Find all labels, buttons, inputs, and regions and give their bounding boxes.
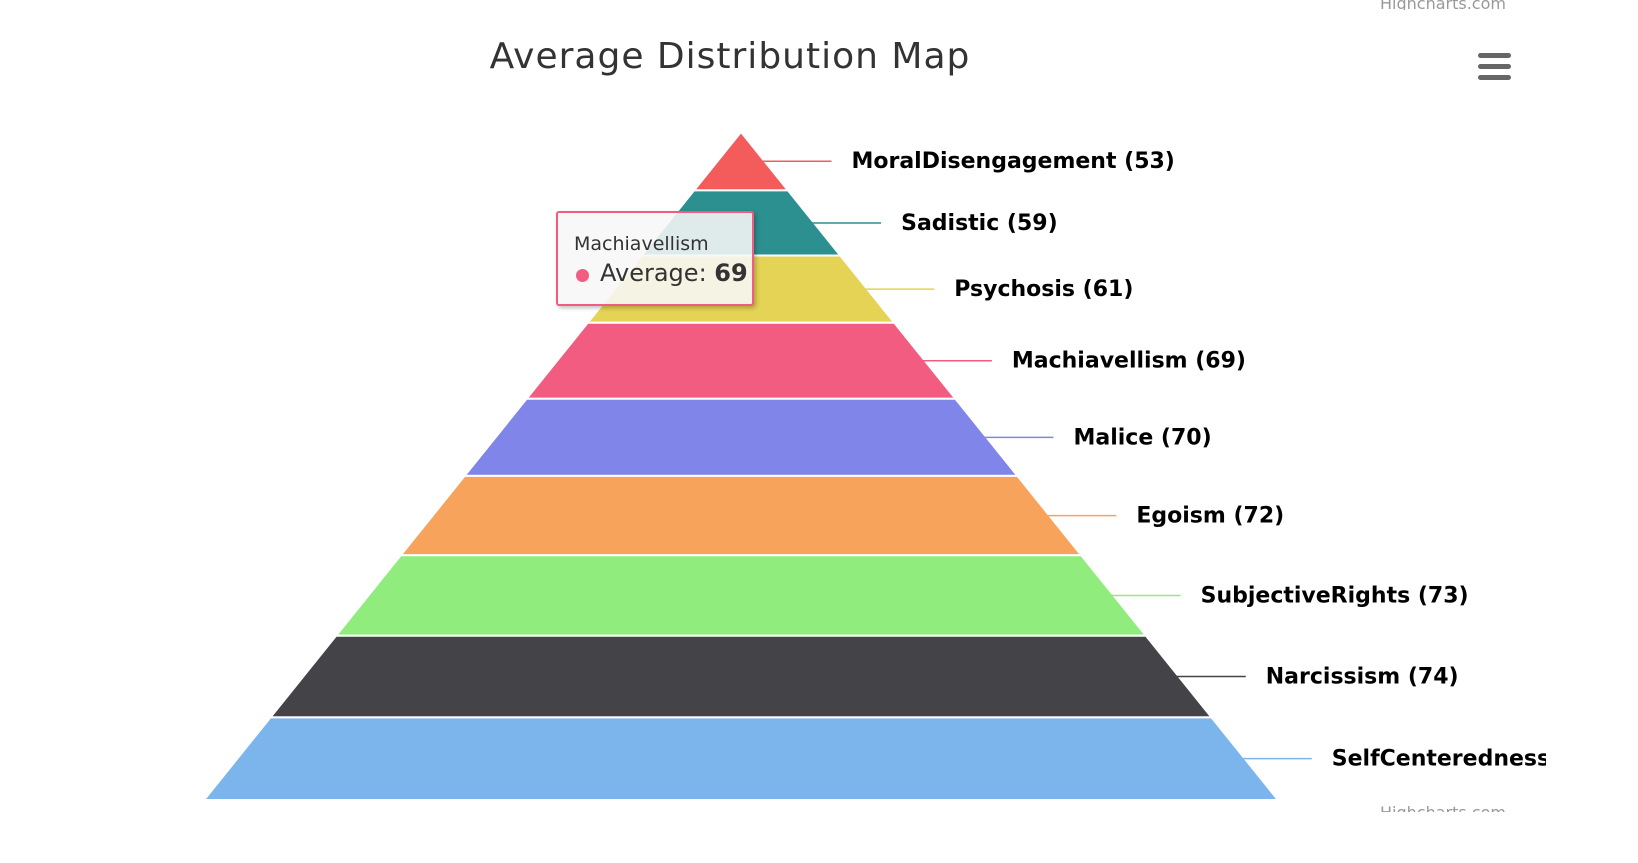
highcharts-credit-top[interactable]: Highcharts.com (1380, 0, 1506, 10)
data-label-selfcenteredness: SelfCenteredness (75) (1332, 747, 1609, 772)
chart-title: Average Distribution Map (489, 36, 971, 77)
hamburger-menu-icon[interactable] (1474, 50, 1514, 84)
data-label-machiavellism: Machiavellism (69) (1012, 349, 1246, 374)
pyramid-slice-subjectiverights[interactable] (333, 554, 1149, 637)
data-label-malice: Malice (70) (1073, 425, 1211, 450)
tooltip-title: Machiavellism (574, 233, 709, 255)
data-label-egoism: Egoism (72) (1136, 504, 1284, 529)
tooltip-separator: : (698, 259, 715, 287)
menu-bar (1478, 53, 1511, 58)
data-label-subjectiverights: SubjectiveRights (73) (1201, 584, 1469, 609)
pyramid-slice-egoism[interactable] (398, 474, 1084, 557)
pyramid-slice-malice[interactable] (462, 397, 1020, 477)
data-label-narcissism: Narcissism (74) (1266, 665, 1459, 690)
data-label-psychosis: Psychosis (61) (954, 277, 1133, 302)
highcharts-credit-bottom[interactable]: Highcharts.com (1380, 800, 1506, 812)
menu-bar (1478, 75, 1511, 80)
pyramid-slice-machiavellism[interactable] (524, 321, 958, 400)
menu-bar (1478, 64, 1511, 69)
data-label-sadistic: Sadistic (59) (901, 211, 1058, 236)
data-label-moraldisengagement: MoralDisengagement (53) (851, 149, 1174, 174)
pyramid-slice-selfcenteredness[interactable] (201, 716, 1281, 801)
tooltip-series-dot (576, 269, 589, 282)
tooltip-series-label: Average (600, 259, 699, 287)
pyramid-slice-narcissism[interactable] (268, 634, 1214, 719)
tooltip: Machiavellism Average: 69 (556, 211, 754, 306)
tooltip-row: Average: 69 (600, 259, 748, 287)
tooltip-value: 69 (714, 259, 748, 287)
